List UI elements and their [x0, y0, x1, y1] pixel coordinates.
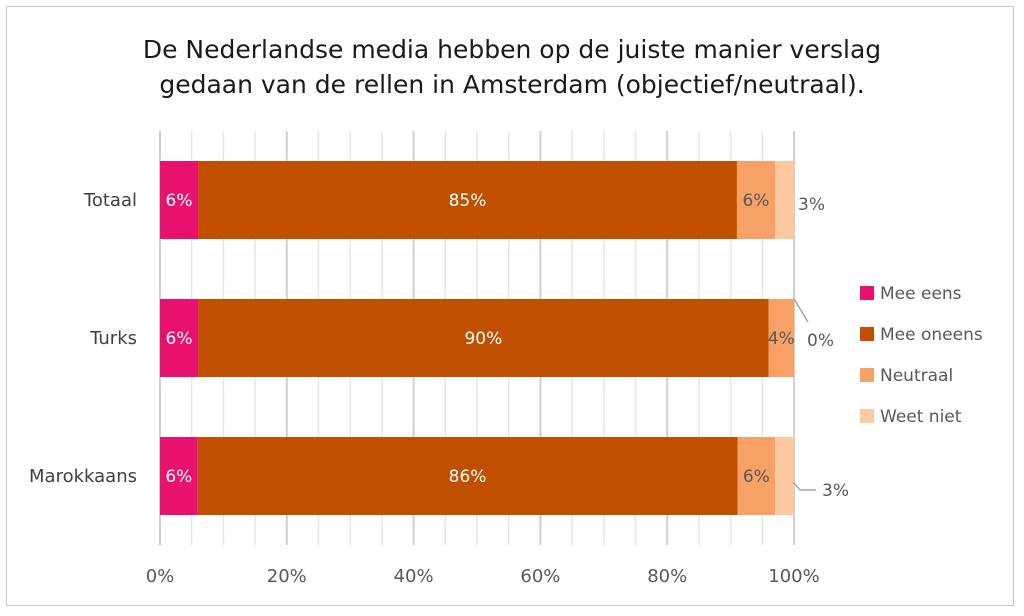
legend-label: Mee oneens	[880, 325, 983, 345]
data-label: 85%	[449, 191, 487, 211]
data-labels: 6% 85% 6% 3% 6% 90% 4% 0% 6% 86% 6% 3%	[165, 191, 849, 501]
legend-label: Neutraal	[880, 366, 953, 386]
data-label: 6%	[742, 191, 769, 211]
x-tick-label: 100%	[768, 566, 819, 587]
bar-segment	[198, 299, 769, 377]
legend-swatch	[860, 286, 874, 300]
data-label: 6%	[165, 467, 192, 487]
legend-label: Mee eens	[880, 284, 962, 304]
data-label: 6%	[743, 467, 770, 487]
data-label: 0%	[807, 331, 834, 351]
legend-swatch	[860, 327, 874, 341]
chart-title: De Nederlandse media hebben op de juiste…	[0, 32, 1024, 102]
chart-title-line-1: De Nederlandse media hebben op de juiste…	[142, 35, 882, 64]
bar-segment	[768, 299, 794, 377]
data-label: 86%	[449, 467, 487, 487]
bar-segment	[736, 161, 775, 239]
legend-swatch	[860, 409, 874, 423]
category-label: Turks	[89, 328, 137, 349]
x-tick-label: 80%	[647, 566, 687, 587]
legend-label: Weet niet	[880, 407, 962, 427]
data-label: 3%	[798, 195, 825, 215]
data-label: 4%	[768, 329, 795, 349]
data-label: 90%	[464, 329, 502, 349]
bar-segment	[198, 161, 737, 239]
x-tick-label: 20%	[267, 566, 307, 587]
bars	[160, 161, 794, 515]
bar-segment	[160, 437, 198, 515]
bar-segment	[775, 437, 794, 515]
category-label: Marokkaans	[29, 466, 137, 487]
bar-segment	[197, 437, 738, 515]
legend: Mee eens Mee oneens Neutraal Weet niet	[860, 284, 983, 427]
bar-segment	[737, 437, 776, 515]
legend-swatch	[860, 368, 874, 382]
category-label: Totaal	[83, 190, 137, 211]
bar-segment	[160, 299, 199, 377]
data-label: 6%	[166, 191, 193, 211]
x-tick-label: 0%	[146, 566, 175, 587]
data-label: 3%	[822, 481, 849, 501]
bar-segment	[774, 161, 794, 239]
leader-line	[793, 298, 809, 323]
x-tick-label: 40%	[394, 566, 434, 587]
data-label: 6%	[166, 329, 193, 349]
bar-segment	[160, 161, 199, 239]
axes: 0% 20% 40% 60% 80% 100% Totaal Turks Marokkaans	[29, 190, 820, 587]
x-tick-label: 60%	[520, 566, 560, 587]
leader-line	[792, 481, 816, 491]
chart-title-line-2: gedaan van de rellen in Amsterdam (objec…	[159, 70, 865, 99]
